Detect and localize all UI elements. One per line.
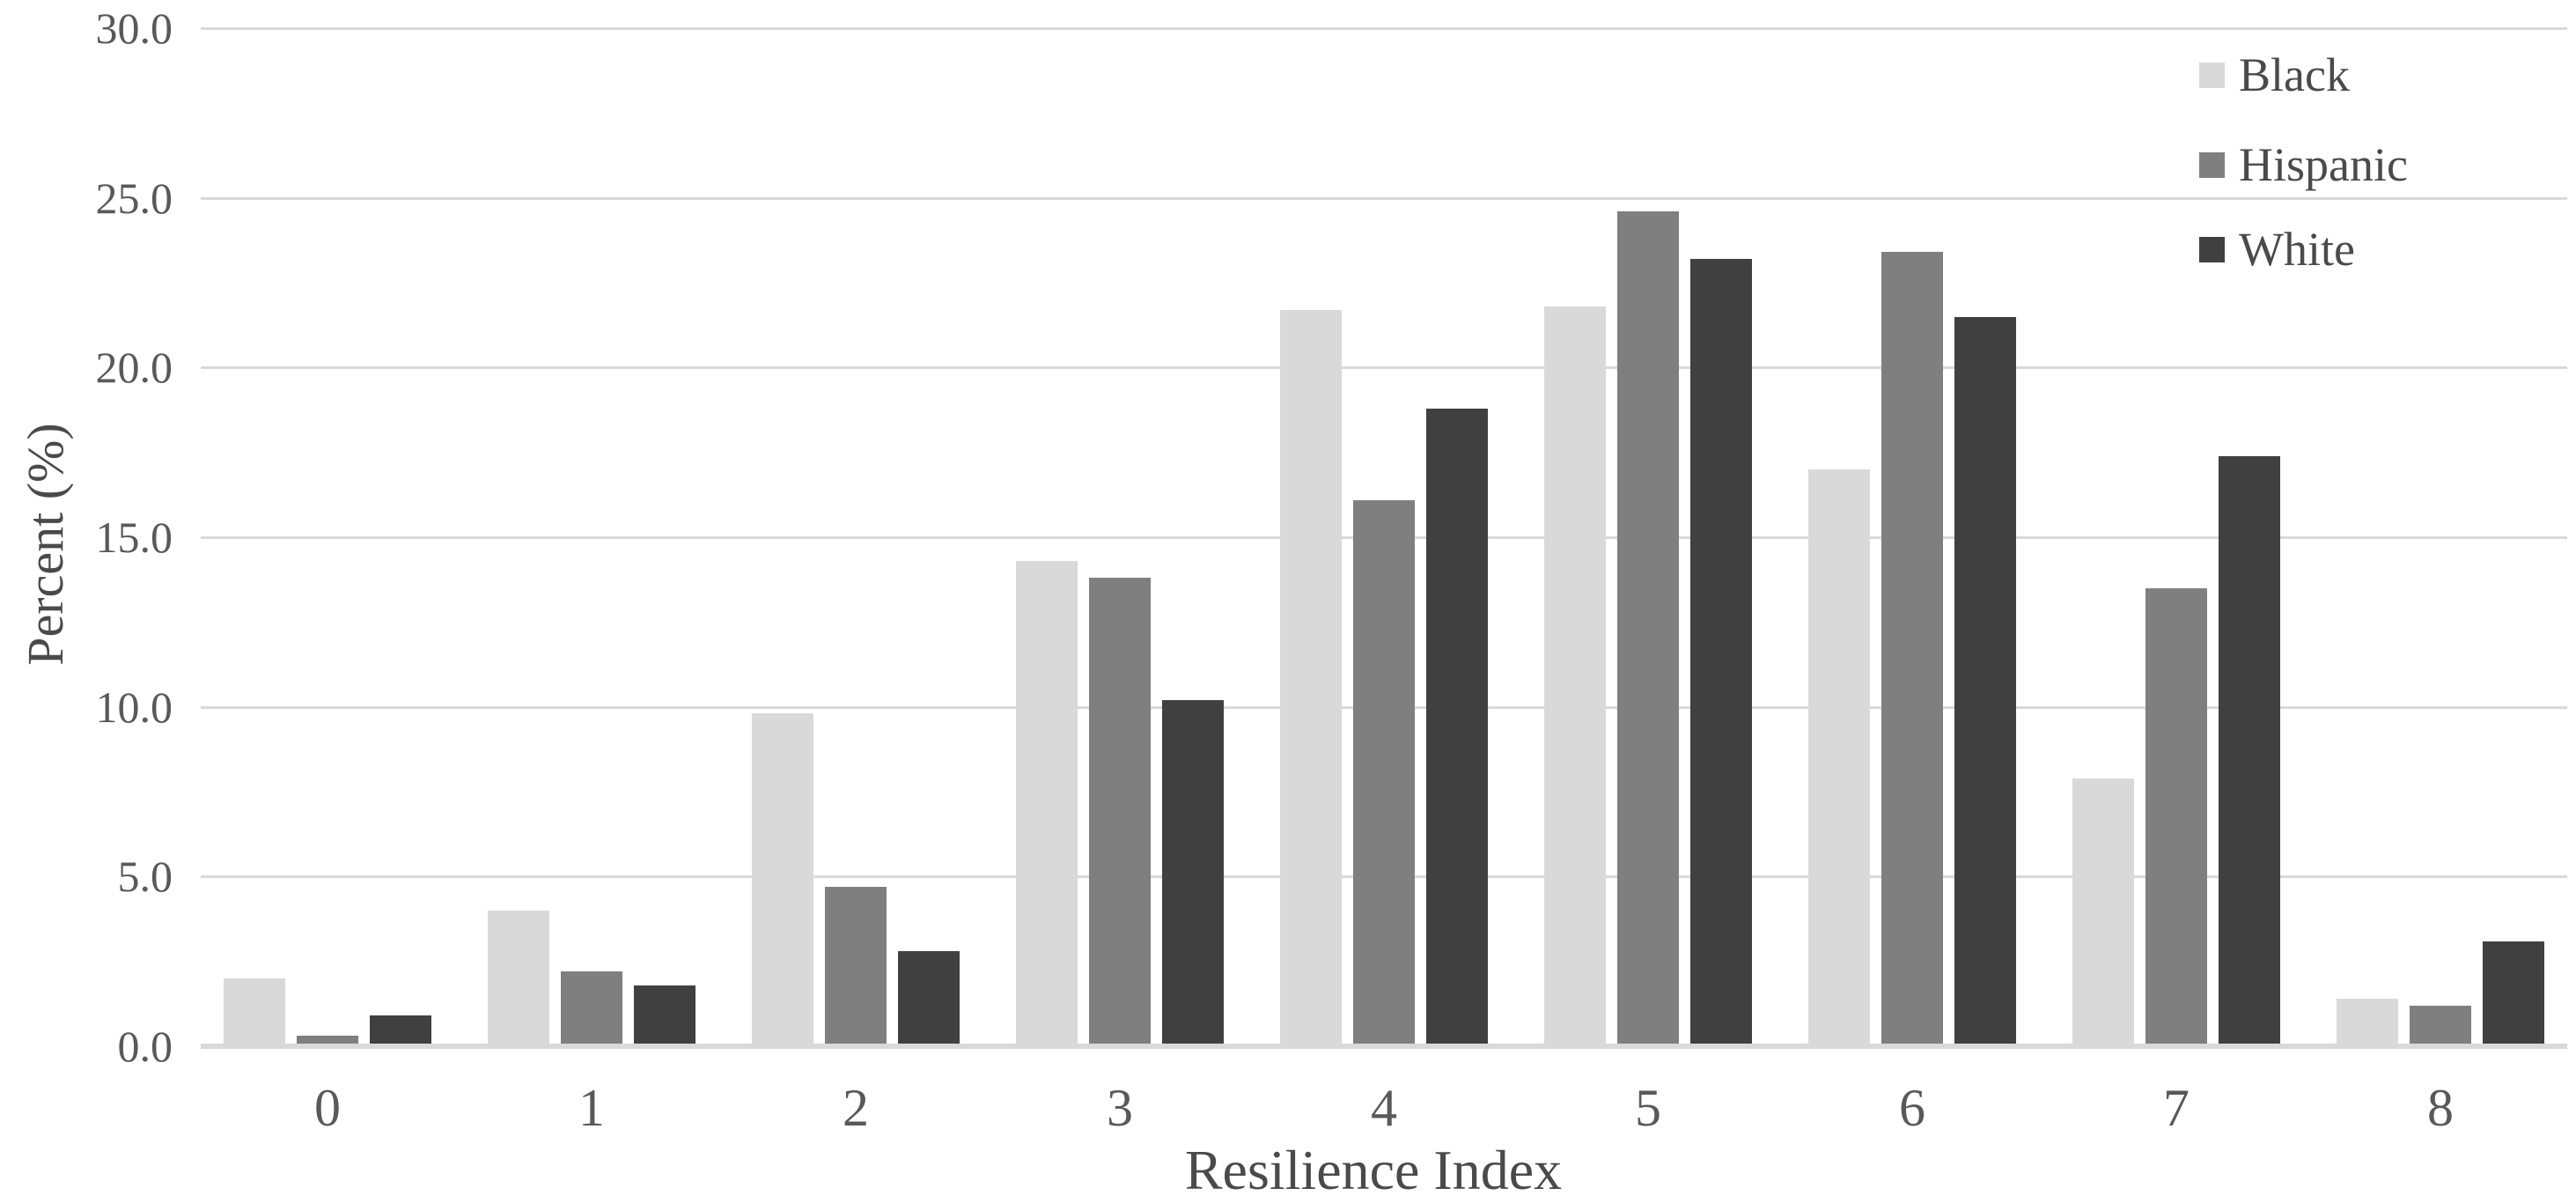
legend-label-black: Black <box>2239 48 2350 101</box>
bar-white-x7 <box>2219 456 2280 1046</box>
bar-black-x5 <box>1544 306 1606 1046</box>
x-tick-label-2: 2 <box>843 1079 869 1137</box>
bar-white-x0 <box>370 1015 431 1046</box>
x-tick-label-0: 0 <box>314 1079 341 1137</box>
x-tick-label-3: 3 <box>1107 1079 1133 1137</box>
bar-white-x5 <box>1690 259 1752 1046</box>
bar-hispanic-x8 <box>2410 1006 2471 1046</box>
bar-black-x1 <box>488 911 549 1046</box>
legend-item-black: Black <box>2199 49 2350 100</box>
x-tick-label-4: 4 <box>1371 1079 1397 1137</box>
bar-black-x4 <box>1280 310 1342 1046</box>
bar-black-x0 <box>224 978 285 1046</box>
x-tick-label-1: 1 <box>578 1079 605 1137</box>
bar-hispanic-x2 <box>825 887 887 1046</box>
bar-black-x2 <box>752 713 813 1046</box>
legend-label-hispanic: Hispanic <box>2239 138 2408 191</box>
bar-black-x3 <box>1016 561 1078 1046</box>
gridline <box>201 196 2567 200</box>
y-tick-label: 5.0 <box>117 852 173 902</box>
x-tick-label-8: 8 <box>2427 1079 2454 1137</box>
y-tick-label: 10.0 <box>95 682 173 732</box>
y-tick-label: 20.0 <box>95 343 173 393</box>
bar-white-x8 <box>2483 941 2544 1046</box>
legend-item-white: White <box>2199 224 2355 275</box>
bar-white-x4 <box>1426 409 1488 1046</box>
bar-hispanic-x5 <box>1617 211 1679 1046</box>
y-tick-label: 0.0 <box>117 1022 173 1071</box>
gridline <box>201 366 2567 370</box>
legend-swatch-white <box>2199 236 2225 262</box>
x-tick-label-7: 7 <box>2163 1079 2190 1137</box>
y-tick-label: 15.0 <box>95 513 173 562</box>
bar-hispanic-x7 <box>2145 588 2207 1046</box>
gridline <box>201 27 2567 30</box>
x-tick-label-6: 6 <box>1899 1079 1925 1137</box>
y-tick-label: 30.0 <box>95 4 173 53</box>
bar-hispanic-x3 <box>1089 578 1151 1046</box>
bar-white-x2 <box>898 951 960 1046</box>
bar-hispanic-x1 <box>561 971 622 1046</box>
legend-item-hispanic: Hispanic <box>2199 139 2408 190</box>
x-axis-title: Resilience Index <box>1184 1139 1563 1201</box>
legend-label-white: White <box>2239 223 2355 276</box>
bar-white-x6 <box>1954 317 2016 1046</box>
bar-white-x3 <box>1162 700 1224 1046</box>
legend-swatch-hispanic <box>2199 151 2225 178</box>
bar-white-x1 <box>634 985 696 1046</box>
legend-swatch-black <box>2199 62 2225 88</box>
y-tick-label: 25.0 <box>95 173 173 223</box>
x-tick-label-5: 5 <box>1635 1079 1661 1137</box>
bar-black-x6 <box>1808 469 1870 1046</box>
bar-hispanic-x6 <box>1881 252 1943 1046</box>
bar-black-x7 <box>2072 779 2134 1046</box>
x-axis-baseline <box>201 1044 2567 1049</box>
bar-hispanic-x4 <box>1353 500 1415 1046</box>
bar-black-x8 <box>2337 999 2398 1046</box>
